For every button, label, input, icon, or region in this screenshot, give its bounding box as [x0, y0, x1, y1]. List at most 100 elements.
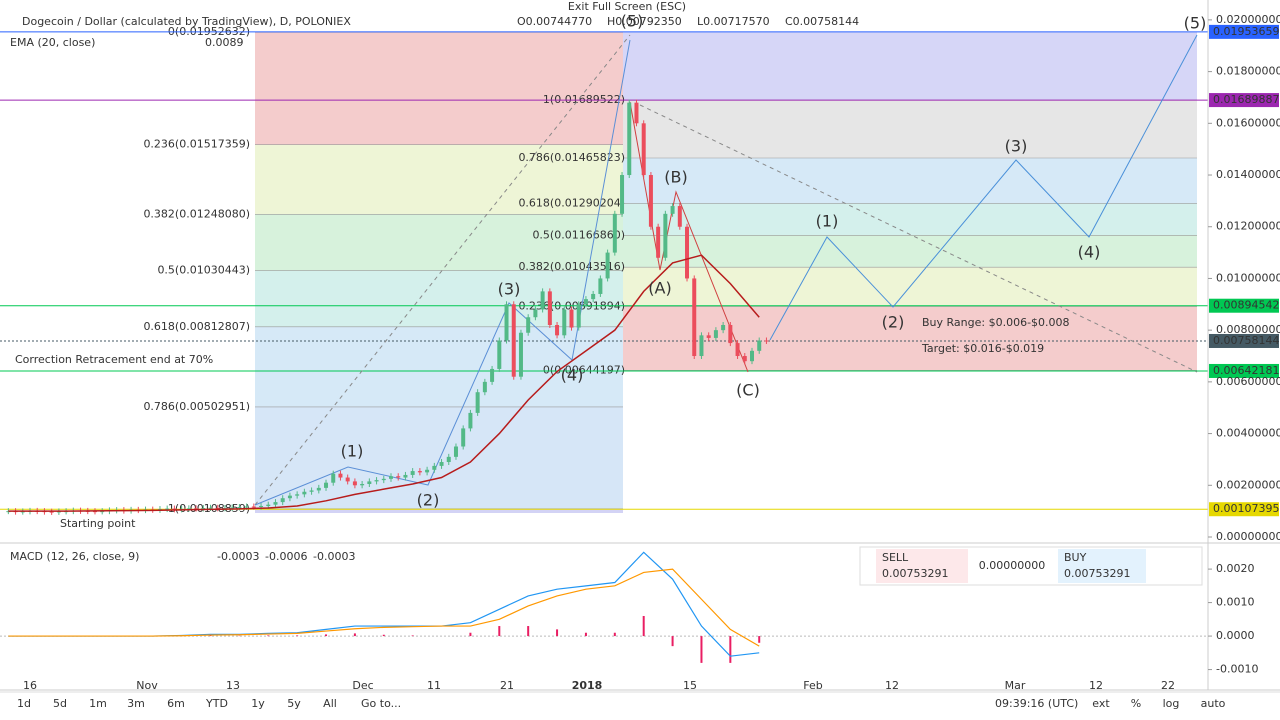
- wave-label: (A): [648, 279, 671, 298]
- wave-line: [254, 39, 631, 506]
- y-tick-label: 0.0000: [1216, 629, 1255, 642]
- y-tick-label: 0.00800000: [1216, 323, 1280, 336]
- range-button[interactable]: 5d: [53, 697, 67, 710]
- histogram-bar: [498, 626, 501, 637]
- fib-label: 0.618(0.00812807): [143, 320, 250, 333]
- candle: [20, 511, 25, 513]
- candle: [425, 469, 430, 473]
- price-tag: [1209, 93, 1279, 108]
- candle: [324, 482, 329, 488]
- candle: [302, 491, 307, 495]
- histogram-bar: [267, 635, 270, 637]
- signal-line: [8, 568, 760, 647]
- wave-label: (4): [1078, 243, 1101, 262]
- candle: [280, 498, 285, 503]
- percent-button[interactable]: %: [1131, 697, 1141, 710]
- ohlc: C0.00758144: [785, 15, 859, 28]
- wave-label: (3): [1005, 137, 1028, 156]
- range-button[interactable]: 1d: [17, 697, 31, 710]
- candle: [656, 226, 661, 258]
- auto-button[interactable]: auto: [1201, 697, 1226, 710]
- candle: [49, 511, 54, 513]
- price-tag-label: 0.00894542: [1213, 299, 1279, 312]
- fib-label: 0.382(0.01248080): [143, 207, 250, 220]
- candle: [345, 477, 350, 482]
- projection-line: [769, 34, 1198, 341]
- price-tag: [1209, 502, 1279, 517]
- y-tick-label: 0.00000000: [1216, 530, 1280, 543]
- annotation: Starting point: [60, 517, 136, 530]
- candle: [482, 381, 487, 393]
- histogram-bar: [700, 636, 703, 663]
- candle: [504, 304, 509, 341]
- price-tag: [1209, 24, 1279, 39]
- x-tick-label: 2018: [572, 679, 603, 692]
- y-tick-label: 0.02000000: [1216, 13, 1280, 26]
- candle: [374, 480, 379, 482]
- x-tick-label: 12: [1089, 679, 1103, 692]
- candle: [417, 471, 422, 473]
- sell-box[interactable]: [876, 549, 968, 583]
- candle: [446, 456, 451, 463]
- sell-price: 0.00753291: [882, 567, 948, 580]
- candle: [569, 309, 574, 328]
- range-button[interactable]: 6m: [167, 697, 185, 710]
- x-tick-label: 16: [23, 679, 37, 692]
- candle: [547, 291, 552, 325]
- trend-dash: [639, 104, 1198, 373]
- fib-band: [255, 508, 623, 513]
- histogram-bar: [729, 636, 732, 663]
- exit-fullscreen[interactable]: Exit Full Screen (ESC): [568, 0, 686, 13]
- range-button[interactable]: 3m: [127, 697, 145, 710]
- range-button[interactable]: YTD: [205, 697, 228, 710]
- candle: [439, 462, 444, 466]
- candle: [215, 507, 220, 509]
- candle: [251, 506, 256, 508]
- histogram-bar: [527, 626, 530, 637]
- wave-label: (B): [664, 168, 687, 187]
- goto-button[interactable]: Go to...: [361, 697, 401, 710]
- buy-box[interactable]: [1058, 549, 1146, 583]
- log-button[interactable]: log: [1163, 697, 1180, 710]
- candle: [713, 330, 718, 338]
- abc-line: [629, 101, 749, 373]
- candle: [186, 508, 191, 510]
- price-tag: [1209, 298, 1279, 313]
- fib-band: [623, 100, 1197, 159]
- annotation: Target: $0.016-$0.019: [921, 342, 1044, 355]
- range-button[interactable]: 1y: [251, 697, 265, 710]
- wave-label: (2): [882, 313, 905, 332]
- range-button[interactable]: 5y: [287, 697, 301, 710]
- x-tick-label: 11: [427, 679, 441, 692]
- fib-band: [623, 306, 1197, 371]
- candle: [309, 490, 314, 492]
- ohlc: L0.00717570: [697, 15, 770, 28]
- histogram-bar: [296, 635, 299, 637]
- x-tick-label: Feb: [803, 679, 822, 692]
- candle: [338, 473, 343, 478]
- fib-label: 0.5(0.01166860): [532, 228, 625, 241]
- y-tick-label: 0.0010: [1216, 596, 1255, 609]
- candle: [735, 343, 740, 357]
- candle: [583, 299, 588, 305]
- price-tag-label: 0.00758144: [1213, 334, 1279, 347]
- y-tick-label: 0.01000000: [1216, 271, 1280, 284]
- candle: [230, 507, 235, 509]
- price-tag-label: 0.01689887: [1213, 93, 1279, 106]
- buy-label: BUY: [1064, 551, 1087, 564]
- price-tag: [1209, 363, 1279, 378]
- fib-label: 0.786(0.01465823): [518, 151, 625, 164]
- candle: [605, 252, 610, 279]
- candle: [490, 368, 495, 382]
- x-tick-label: 21: [500, 679, 514, 692]
- title: Dogecoin / Dollar (calculated by Trading…: [22, 15, 351, 28]
- annotation: Correction Retracement end at 70%: [15, 353, 213, 366]
- ext-button[interactable]: ext: [1092, 697, 1110, 710]
- range-button[interactable]: All: [323, 697, 337, 710]
- candle: [620, 175, 625, 214]
- range-button[interactable]: 1m: [89, 697, 107, 710]
- candle: [692, 278, 697, 357]
- candle: [591, 293, 596, 300]
- annotation: Buy Range: $0.006-$0.008: [922, 316, 1070, 329]
